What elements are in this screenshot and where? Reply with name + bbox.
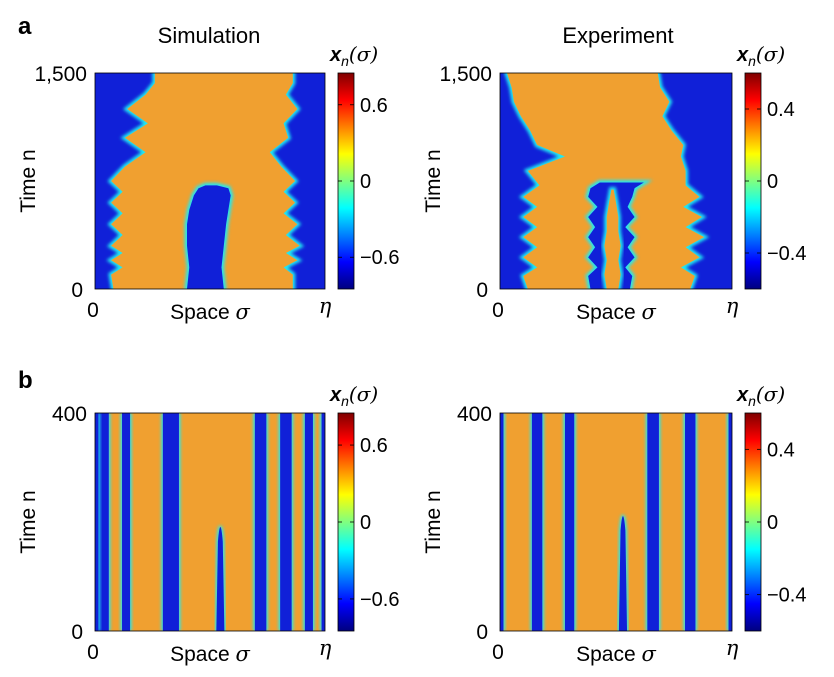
y-tick-label-max: 1,500 bbox=[34, 63, 87, 86]
heatmap-field bbox=[500, 73, 732, 289]
x-axis-end-label-eta: η bbox=[726, 294, 739, 318]
colorbar-tick-label: 0 bbox=[360, 171, 371, 193]
y-tick-label-max: 400 bbox=[52, 403, 87, 426]
x-axis-label: Space σ bbox=[170, 300, 250, 324]
low-state-stripe bbox=[97, 413, 109, 631]
colorbar-title: xn(σ) bbox=[736, 382, 785, 409]
y-axis-label: Time n bbox=[422, 490, 445, 553]
low-state-stripe bbox=[280, 413, 292, 631]
x-tick-label-zero: 0 bbox=[492, 641, 504, 664]
inner-high-state bbox=[604, 189, 621, 289]
colorbar-tick-label: 0 bbox=[360, 512, 371, 534]
column-title-simulation: Simulation bbox=[158, 23, 261, 48]
heatmap-field bbox=[95, 73, 325, 289]
panel-letter-a: a bbox=[18, 13, 32, 40]
edge-stripe bbox=[95, 413, 99, 631]
colorbar-tick-label: 0.4 bbox=[767, 439, 795, 461]
y-tick-label-min: 0 bbox=[476, 621, 488, 644]
edge-stripe bbox=[500, 413, 504, 631]
heatmap-panel-a-experiment: 0 1,500 Time n 0 η Space σ xn(σ) 0.4 0 −0.4 bbox=[422, 42, 806, 324]
colorbar-title: xn(σ) bbox=[736, 42, 785, 69]
x-tick-label-zero: 0 bbox=[87, 299, 99, 322]
colorbar-tick-label: −0.4 bbox=[767, 585, 806, 607]
heatmap-panel-a-simulation: 0 1,500 Time n 0 η Space σ xn(σ) 0.6 0 −0.6 bbox=[17, 42, 399, 324]
x-axis-end-label-eta: η bbox=[319, 294, 332, 318]
y-tick-label-max: 400 bbox=[457, 403, 492, 426]
x-tick-label-zero: 0 bbox=[87, 641, 99, 664]
heatmap-panel-b-simulation: 0 400 Time n 0 η Space σ xn(σ) 0.6 0 −0.6 bbox=[17, 382, 399, 666]
low-state-stripe bbox=[531, 413, 543, 631]
y-tick-label-min: 0 bbox=[71, 621, 83, 644]
colorbar-tick-label: 0 bbox=[767, 171, 778, 193]
y-tick-label-max: 1,500 bbox=[439, 63, 492, 86]
low-state-stripe bbox=[254, 413, 267, 631]
colorbar-tick-label: 0.4 bbox=[767, 99, 795, 121]
y-tick-label-min: 0 bbox=[71, 279, 83, 302]
y-axis-label: Time n bbox=[17, 149, 40, 212]
colorbar-tick-label: 0 bbox=[767, 512, 778, 534]
heatmap-field bbox=[95, 413, 325, 631]
column-title-experiment: Experiment bbox=[562, 23, 673, 48]
x-axis-label: Space σ bbox=[170, 642, 250, 666]
low-state-finger bbox=[187, 185, 231, 289]
low-state-stripe bbox=[564, 413, 575, 631]
y-tick-label-min: 0 bbox=[476, 279, 488, 302]
low-state-stripe bbox=[685, 413, 696, 631]
colorbar-tick-label: −0.6 bbox=[360, 589, 399, 611]
x-tick-label-zero: 0 bbox=[492, 299, 504, 322]
growing-spike bbox=[216, 527, 225, 631]
plot-frame bbox=[499, 412, 733, 632]
x-axis-end-label-eta: η bbox=[319, 636, 332, 660]
low-state-stripe bbox=[304, 413, 313, 631]
heatmap-field bbox=[500, 413, 732, 631]
plot-frame bbox=[94, 72, 326, 290]
growing-spike bbox=[618, 516, 628, 631]
panel-letter-b: b bbox=[18, 367, 33, 394]
edge-stripe bbox=[728, 413, 732, 631]
plot-frame bbox=[499, 72, 733, 290]
colorbar-title: xn(σ) bbox=[329, 42, 378, 69]
x-axis-end-label-eta: η bbox=[726, 636, 739, 660]
low-state-stripe bbox=[122, 413, 131, 631]
colorbar-tick-label: 0.6 bbox=[360, 95, 388, 117]
y-axis-label: Time n bbox=[17, 490, 40, 553]
high-state-domain bbox=[111, 73, 300, 289]
y-axis-label: Time n bbox=[422, 149, 445, 212]
colorbar-title: xn(σ) bbox=[329, 382, 378, 409]
colorbar-tick-label: 0.6 bbox=[360, 435, 388, 457]
low-state-stripe bbox=[647, 413, 659, 631]
x-axis-label: Space σ bbox=[576, 642, 656, 666]
low-state-stripe bbox=[162, 413, 179, 631]
x-axis-label: Space σ bbox=[576, 300, 656, 324]
colorbar-tick-label: −0.4 bbox=[767, 243, 806, 265]
plot-frame bbox=[94, 412, 326, 632]
colorbar-tick-label: −0.6 bbox=[360, 247, 399, 269]
heatmap-panel-b-experiment: 0 400 Time n 0 η Space σ xn(σ) 0.4 0 −0.4 bbox=[422, 382, 806, 666]
edge-stripe bbox=[321, 413, 325, 631]
